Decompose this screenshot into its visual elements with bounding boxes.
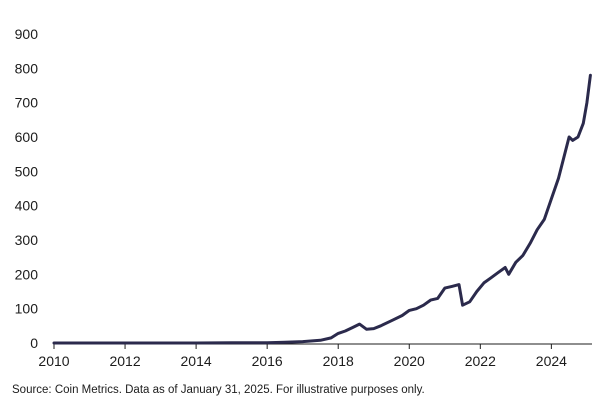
y-tick-label: 600: [15, 129, 39, 145]
y-tick-label: 200: [15, 266, 39, 282]
x-tick-label: 2014: [181, 353, 212, 369]
x-tick-label: 2020: [394, 353, 425, 369]
x-axis-ticks: 2010 2012 2014 2016 2018 2020 2022 2024: [38, 353, 567, 369]
y-tick-label: 400: [15, 198, 39, 214]
x-tick-label: 2016: [252, 353, 283, 369]
y-tick-label: 500: [15, 163, 39, 179]
y-tick-label: 900: [15, 26, 39, 42]
x-tick-label: 2018: [323, 353, 354, 369]
y-axis-ticks: 0 100 200 300 400 500 600 700 800 900: [15, 26, 39, 351]
x-tick-label: 2024: [536, 353, 567, 369]
x-tick-label: 2022: [465, 353, 496, 369]
series-line: [52, 73, 592, 345]
source-note: Source: Coin Metrics. Data as of January…: [12, 384, 425, 396]
y-tick-label: 700: [15, 95, 39, 111]
y-tick-label: 800: [15, 60, 39, 76]
x-axis-tick-marks: [53, 344, 552, 349]
x-tick-label: 2010: [38, 353, 69, 369]
y-tick-label: 300: [15, 232, 39, 248]
y-tick-label: 100: [15, 301, 39, 317]
x-tick-label: 2012: [109, 353, 140, 369]
y-tick-label: 0: [30, 335, 38, 351]
